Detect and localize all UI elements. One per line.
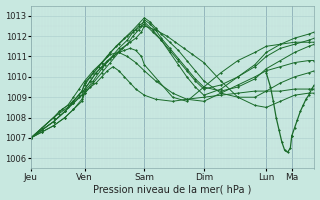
X-axis label: Pression niveau de la mer( hPa ): Pression niveau de la mer( hPa ) xyxy=(93,184,252,194)
